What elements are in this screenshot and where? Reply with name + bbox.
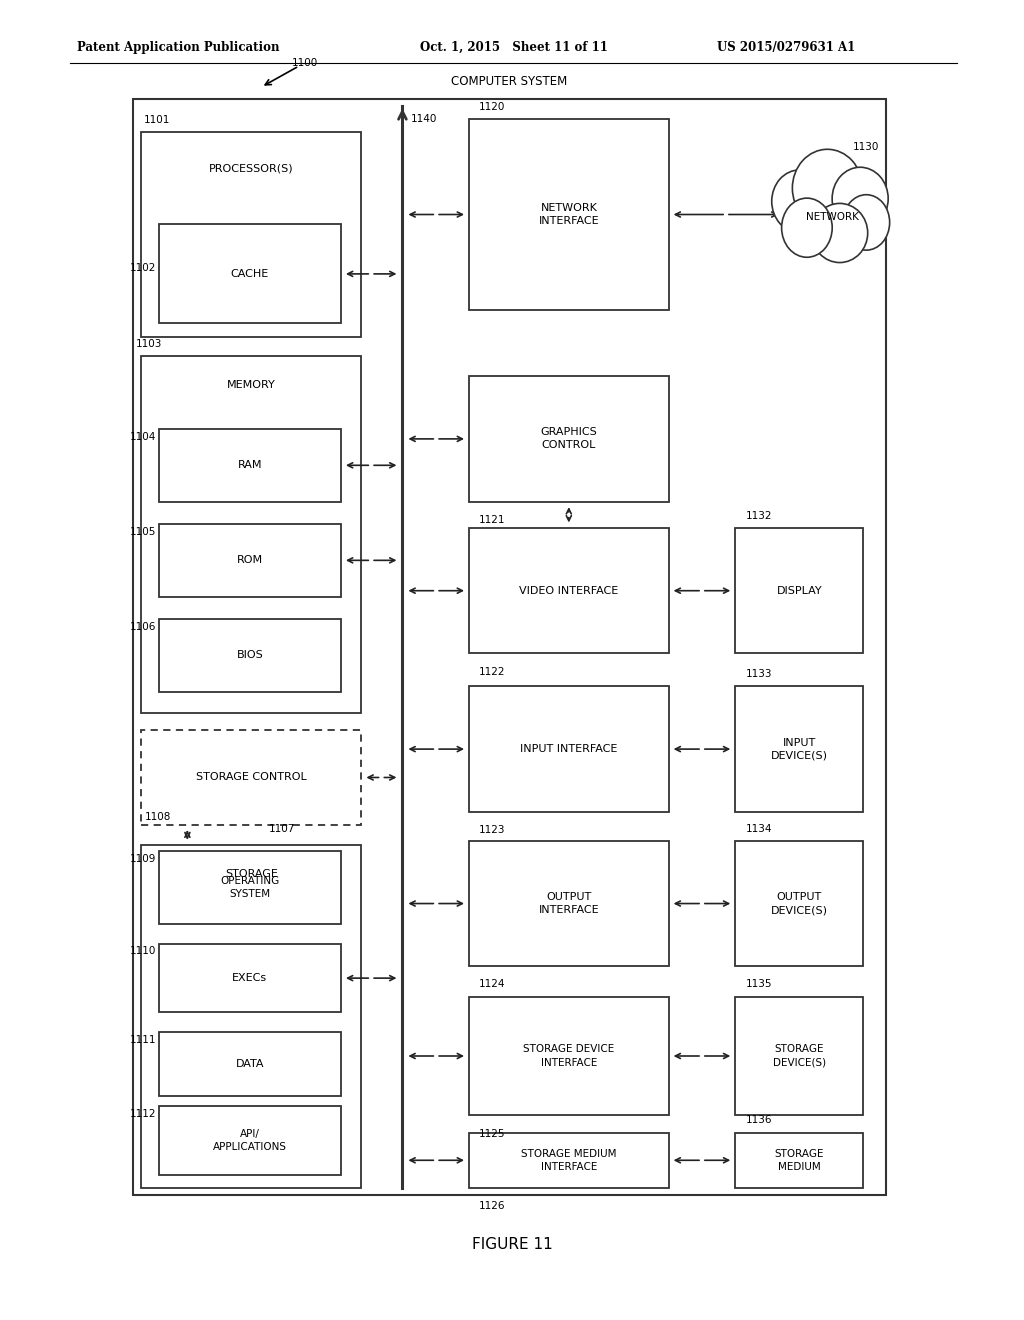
Text: NETWORK
INTERFACE: NETWORK INTERFACE bbox=[539, 203, 599, 226]
Bar bbox=[141, 845, 361, 1188]
Text: 1134: 1134 bbox=[745, 824, 772, 834]
Bar bbox=[735, 686, 863, 812]
Text: BIOS: BIOS bbox=[237, 651, 263, 660]
Ellipse shape bbox=[843, 195, 890, 251]
Text: 1105: 1105 bbox=[130, 527, 157, 537]
Text: EXECs: EXECs bbox=[232, 973, 267, 983]
Text: Patent Application Publication: Patent Application Publication bbox=[77, 41, 280, 54]
Ellipse shape bbox=[781, 198, 833, 257]
Text: 1140: 1140 bbox=[411, 114, 437, 124]
Ellipse shape bbox=[793, 149, 862, 227]
Text: 1110: 1110 bbox=[130, 946, 157, 957]
Text: 1120: 1120 bbox=[479, 102, 506, 112]
Text: OUTPUT
INTERFACE: OUTPUT INTERFACE bbox=[539, 892, 599, 915]
Bar bbox=[159, 944, 341, 1012]
Bar bbox=[141, 356, 361, 713]
Ellipse shape bbox=[812, 203, 867, 263]
Bar bbox=[469, 997, 669, 1115]
Bar bbox=[735, 1133, 863, 1188]
Bar bbox=[141, 730, 361, 825]
Text: API/
APPLICATIONS: API/ APPLICATIONS bbox=[213, 1129, 287, 1152]
Text: 1112: 1112 bbox=[130, 1109, 157, 1119]
Bar bbox=[735, 528, 863, 653]
Bar bbox=[159, 619, 341, 692]
Text: 1125: 1125 bbox=[479, 1129, 506, 1139]
Text: ROM: ROM bbox=[237, 556, 263, 565]
Text: 1101: 1101 bbox=[143, 115, 170, 125]
Text: STORAGE MEDIUM
INTERFACE: STORAGE MEDIUM INTERFACE bbox=[521, 1148, 616, 1172]
Text: 1100: 1100 bbox=[292, 58, 318, 69]
Bar bbox=[133, 99, 886, 1195]
Bar bbox=[469, 686, 669, 812]
Text: 1109: 1109 bbox=[130, 854, 157, 865]
Text: STORAGE
MEDIUM: STORAGE MEDIUM bbox=[774, 1148, 824, 1172]
Text: 1121: 1121 bbox=[479, 515, 506, 525]
Text: 1106: 1106 bbox=[130, 622, 157, 632]
Bar bbox=[141, 132, 361, 337]
Bar bbox=[159, 524, 341, 597]
Text: 1107: 1107 bbox=[269, 824, 296, 834]
Text: STORAGE CONTROL: STORAGE CONTROL bbox=[196, 772, 307, 783]
Text: MEMORY: MEMORY bbox=[227, 380, 275, 391]
Ellipse shape bbox=[772, 170, 827, 232]
Text: OPERATING
SYSTEM: OPERATING SYSTEM bbox=[220, 876, 280, 899]
Text: VIDEO INTERFACE: VIDEO INTERFACE bbox=[519, 586, 618, 595]
Text: 1126: 1126 bbox=[479, 1201, 506, 1212]
Text: FIGURE 11: FIGURE 11 bbox=[472, 1237, 552, 1253]
Text: NETWORK: NETWORK bbox=[806, 213, 859, 222]
Text: PROCESSOR(S): PROCESSOR(S) bbox=[209, 164, 294, 174]
Bar bbox=[159, 1032, 341, 1096]
Bar bbox=[469, 119, 669, 310]
Text: 1104: 1104 bbox=[130, 432, 157, 442]
Bar bbox=[735, 841, 863, 966]
Text: 1132: 1132 bbox=[745, 511, 772, 521]
Text: 1111: 1111 bbox=[130, 1035, 157, 1045]
Text: Oct. 1, 2015   Sheet 11 of 11: Oct. 1, 2015 Sheet 11 of 11 bbox=[420, 41, 607, 54]
Bar bbox=[469, 841, 669, 966]
Text: DATA: DATA bbox=[236, 1059, 264, 1069]
Text: 1108: 1108 bbox=[144, 812, 171, 822]
Text: 1123: 1123 bbox=[479, 825, 506, 836]
Text: 1102: 1102 bbox=[130, 263, 157, 273]
Text: 1136: 1136 bbox=[745, 1115, 772, 1126]
Bar bbox=[159, 429, 341, 502]
Bar bbox=[159, 1106, 341, 1175]
Ellipse shape bbox=[833, 168, 888, 230]
Text: 1103: 1103 bbox=[136, 339, 163, 350]
Text: INPUT
DEVICE(S): INPUT DEVICE(S) bbox=[771, 738, 827, 760]
Bar bbox=[159, 224, 341, 323]
Text: STORAGE
DEVICE(S): STORAGE DEVICE(S) bbox=[773, 1044, 825, 1068]
Text: 1135: 1135 bbox=[745, 979, 772, 990]
Text: GRAPHICS
CONTROL: GRAPHICS CONTROL bbox=[541, 428, 597, 450]
Text: DISPLAY: DISPLAY bbox=[776, 586, 822, 595]
Text: COMPUTER SYSTEM: COMPUTER SYSTEM bbox=[452, 75, 567, 88]
Bar bbox=[159, 851, 341, 924]
Text: STORAGE DEVICE
INTERFACE: STORAGE DEVICE INTERFACE bbox=[523, 1044, 614, 1068]
Bar bbox=[735, 997, 863, 1115]
Bar bbox=[469, 528, 669, 653]
Bar bbox=[469, 376, 669, 502]
Text: INPUT INTERFACE: INPUT INTERFACE bbox=[520, 744, 617, 754]
Text: 1122: 1122 bbox=[479, 667, 506, 677]
Text: RAM: RAM bbox=[238, 461, 262, 470]
Text: CACHE: CACHE bbox=[230, 269, 269, 279]
Text: OUTPUT
DEVICE(S): OUTPUT DEVICE(S) bbox=[771, 892, 827, 915]
Text: 1124: 1124 bbox=[479, 979, 506, 990]
Text: 1133: 1133 bbox=[745, 669, 772, 680]
Text: 1130: 1130 bbox=[853, 141, 880, 152]
Text: US 2015/0279631 A1: US 2015/0279631 A1 bbox=[717, 41, 855, 54]
Text: STORAGE: STORAGE bbox=[225, 869, 278, 879]
Bar bbox=[469, 1133, 669, 1188]
